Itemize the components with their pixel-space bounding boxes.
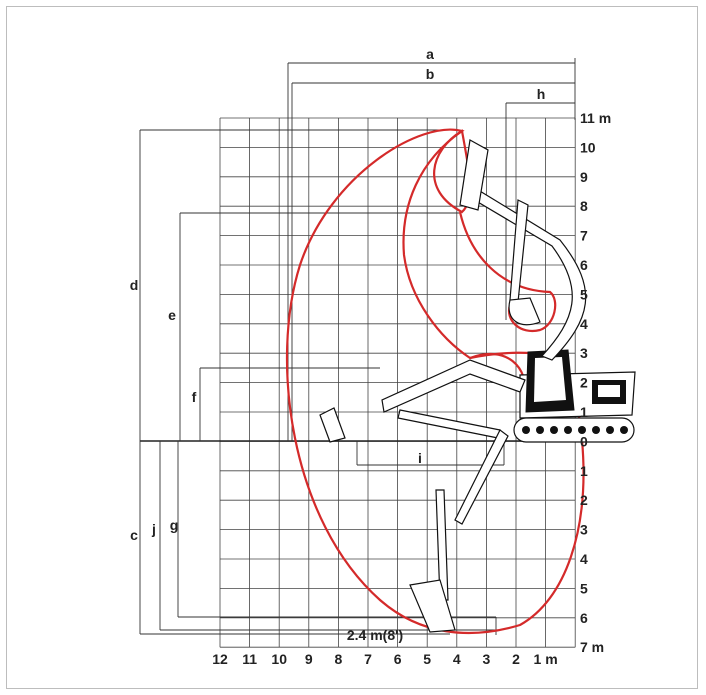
track-roller: [620, 426, 628, 434]
diagram-frame: [6, 6, 698, 689]
bottom-axis-tick-label: 6: [394, 651, 402, 667]
right-axis-tick-label: 4: [580, 551, 588, 567]
bottom-axis-tick-label: 3: [483, 651, 491, 667]
label-c: c: [130, 527, 138, 543]
right-axis-tick-label: 2: [580, 492, 588, 508]
label-d: d: [130, 277, 139, 293]
track-roller: [550, 426, 558, 434]
label-i: i: [418, 450, 422, 466]
track: [513, 417, 635, 443]
right-axis-tick-label: 0: [580, 433, 588, 449]
max-envelope-curve: [285, 128, 585, 634]
bottom-axis-tick-label: 11: [242, 651, 257, 667]
arm-horizontal: [397, 409, 501, 439]
track-roller: [522, 426, 530, 434]
boom-lowered: [454, 429, 509, 525]
excavator-machine: [319, 139, 636, 633]
track-roller: [564, 426, 572, 434]
bucket-lowered: [409, 579, 456, 633]
bottom-axis-tick-label: 1 m: [534, 651, 558, 667]
bottom-axis-tick-label: 2: [512, 651, 520, 667]
track-roller: [592, 426, 600, 434]
dimension-lines: [139, 58, 576, 635]
right-axis-tick-label: 1: [580, 463, 588, 479]
right-axis-tick-label: 1: [580, 404, 588, 420]
right-axis-tick-label: 7: [580, 228, 588, 244]
cab-window: [534, 357, 566, 402]
right-axis-tick-label: 2: [580, 375, 588, 391]
right-axis-tick-label: 10: [580, 139, 596, 155]
bottom-axis-tick-label: 8: [335, 651, 343, 667]
depth-note-label: 2.4 m(8'): [347, 627, 403, 643]
boom-horizontal: [381, 359, 526, 413]
right-axis-tick-label: 5: [580, 286, 588, 302]
bucket-ground: [319, 407, 346, 443]
right-axis-tick-label: 9: [580, 169, 588, 185]
dimension-labels: a b h d e f c j g i 2.4 m(8'): [130, 46, 546, 643]
right-axis-tick-label: 4: [580, 316, 588, 332]
arm-lowered: [435, 489, 449, 601]
label-b: b: [426, 66, 435, 82]
track-roller: [606, 426, 614, 434]
track-roller: [536, 426, 544, 434]
bottom-axis-tick-label: 12: [212, 651, 228, 667]
label-e: e: [168, 307, 176, 323]
track-roller: [578, 426, 586, 434]
bottom-axis-tick-label: 5: [423, 651, 431, 667]
bottom-axis-tick-label: 9: [305, 651, 313, 667]
right-axis-tick-label: 5: [580, 580, 588, 596]
bucket-raised: [508, 297, 541, 326]
label-a: a: [426, 46, 434, 62]
label-j: j: [151, 521, 156, 537]
bottom-axis-tick-label: 4: [453, 651, 461, 667]
right-axis-tick-label: 6: [580, 257, 588, 273]
label-g: g: [170, 517, 179, 533]
bucket-top: [459, 139, 489, 211]
right-axis-tick-label: 8: [580, 198, 588, 214]
label-h: h: [537, 86, 546, 102]
right-axis-tick-label: 6: [580, 610, 588, 626]
label-f: f: [192, 389, 197, 405]
bottom-axis-tick-label: 7: [364, 651, 372, 667]
right-axis-tick-label: 7 m: [580, 639, 604, 655]
bottom-axis-labels: 12 11 10 9 8 7 6 5 4 3 2 1 m: [212, 651, 557, 667]
bottom-axis-tick-label: 10: [271, 651, 287, 667]
reach-curve: [458, 211, 557, 333]
right-axis-tick-label: 3: [580, 345, 588, 361]
right-axis-tick-label: 3: [580, 522, 588, 538]
right-axis-tick-label: 11 m: [580, 110, 611, 126]
